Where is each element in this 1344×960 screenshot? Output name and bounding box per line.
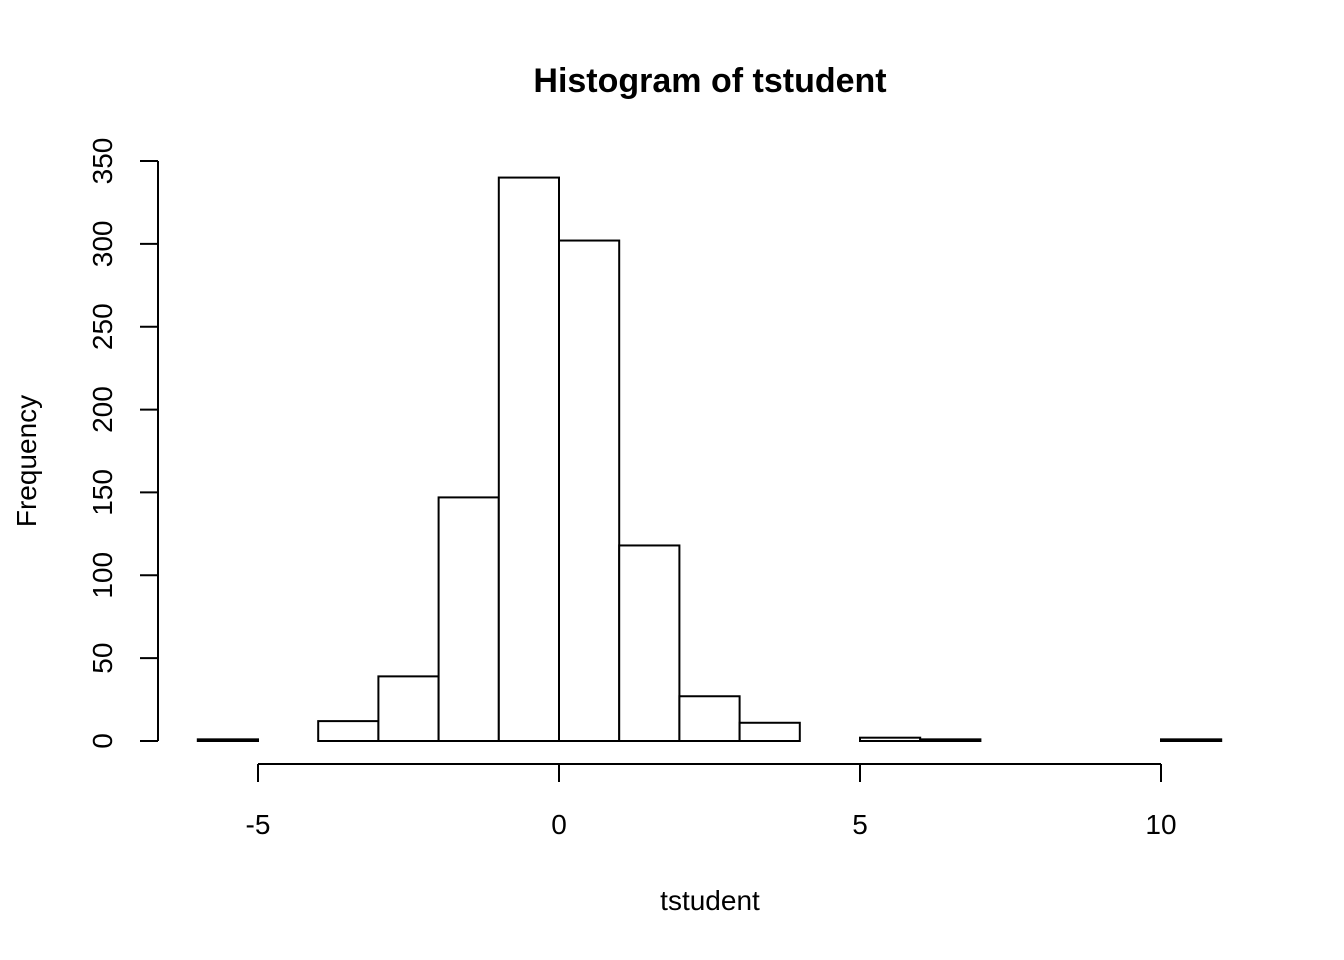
x-tick-label: 10 xyxy=(1145,809,1176,840)
x-axis: -5 0 5 10 xyxy=(246,763,1177,840)
histogram-bar xyxy=(497,176,560,743)
histogram-bar xyxy=(738,721,801,742)
x-axis-title: tstudent xyxy=(660,885,760,916)
chart-title: Histogram of tstudent xyxy=(533,62,886,100)
histogram-bar xyxy=(377,675,440,742)
y-tick-label: 0 xyxy=(87,733,118,749)
histogram-bar xyxy=(437,496,500,742)
y-axis-title: Frequency xyxy=(11,395,42,527)
histogram-bar xyxy=(196,738,260,742)
y-tick-label: 100 xyxy=(87,552,118,599)
y-tick-label: 200 xyxy=(87,386,118,433)
y-tick-label: 350 xyxy=(87,138,118,185)
x-tick-label: 5 xyxy=(852,809,868,840)
y-axis: 0 50 100 150 200 250 300 350 xyxy=(87,138,159,749)
bars-group xyxy=(196,176,1223,743)
x-tick-label: -5 xyxy=(246,809,271,840)
histogram-bar xyxy=(859,736,922,743)
y-tick-label: 150 xyxy=(87,469,118,516)
y-tick-label: 50 xyxy=(87,643,118,674)
histogram-bar xyxy=(558,239,621,743)
histogram-bar xyxy=(919,738,982,742)
x-tick-label: 0 xyxy=(551,809,567,840)
histogram-bar xyxy=(678,695,741,742)
y-tick-label: 250 xyxy=(87,303,118,350)
y-tick-label: 300 xyxy=(87,220,118,267)
histogram-bar xyxy=(1160,738,1223,742)
histogram-bar xyxy=(317,720,380,742)
histogram-bar xyxy=(618,544,681,743)
